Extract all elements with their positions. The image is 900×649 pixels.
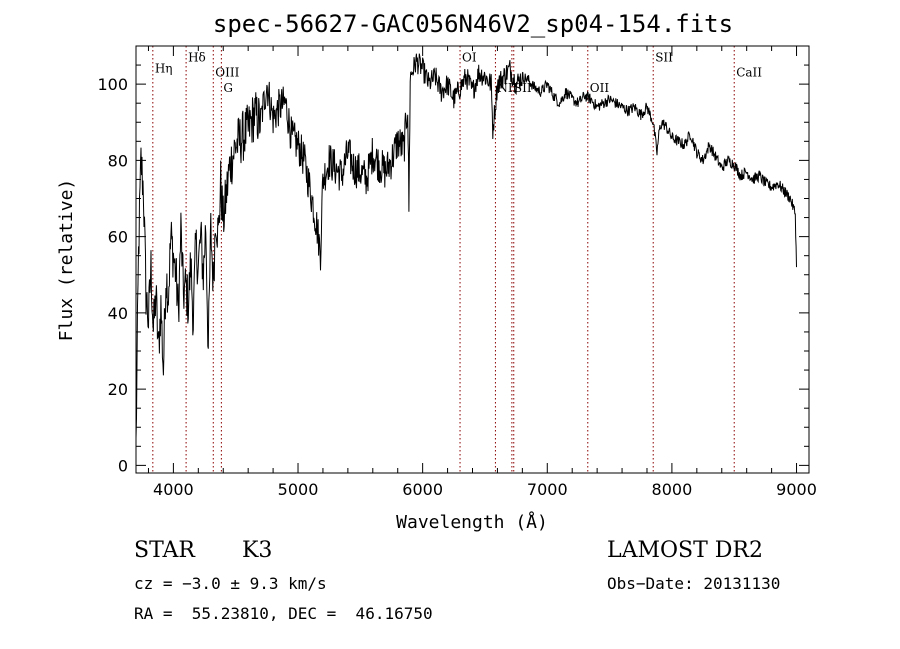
object-class: STAR — [134, 538, 195, 563]
y-axis-label: Flux (relative) — [56, 179, 77, 342]
x-axis-label: Wavelength (Å) — [396, 511, 548, 533]
line-label: CaII — [736, 66, 762, 80]
plot-frame — [135, 45, 810, 474]
line-label: Hδ — [188, 50, 206, 64]
ra-dec: RA = 55.23810, DEC = 46.16750 — [134, 604, 433, 623]
x-tick-label: 5000 — [278, 480, 319, 499]
line-label: Hη — [155, 62, 173, 76]
y-tick-label: 80 — [108, 151, 128, 170]
y-tick-label: 20 — [108, 380, 128, 399]
spectrum-line — [135, 53, 797, 439]
y-axis: 0 20 40 60 80 100 — [97, 64, 809, 475]
line-label: SII — [655, 50, 673, 64]
y-tick-label: 60 — [108, 228, 128, 247]
line-label: OIII — [215, 66, 239, 80]
y-tick-label: 100 — [97, 75, 128, 94]
x-tick-label: 4000 — [153, 480, 194, 499]
x-tick-label: 8000 — [652, 480, 693, 499]
line-markers — [152, 46, 735, 473]
x-axis: 4000 5000 6000 7000 8000 9000 — [147, 46, 817, 499]
line-label: SII — [514, 81, 532, 95]
y-tick-label: 0 — [118, 456, 128, 475]
spectrum-series — [135, 53, 797, 439]
x-tick-label: 7000 — [527, 480, 568, 499]
line-label: G — [223, 81, 233, 95]
y-tick-label: 40 — [108, 304, 128, 323]
object-subclass: K3 — [242, 538, 273, 563]
observation-date: Obs−Date: 20131130 — [607, 574, 781, 593]
chart-title: spec-56627-GAC056N46V2_sp04-154.fits — [213, 10, 733, 38]
x-tick-label: 6000 — [402, 480, 443, 499]
x-tick-label: 9000 — [776, 480, 817, 499]
line-label: NII — [497, 81, 517, 95]
line-label: OI — [462, 50, 477, 64]
survey-name: LAMOST DR2 — [607, 538, 763, 563]
redshift-cz: cz = −3.0 ± 9.3 km/s — [134, 574, 327, 593]
line-label: OII — [590, 81, 610, 95]
